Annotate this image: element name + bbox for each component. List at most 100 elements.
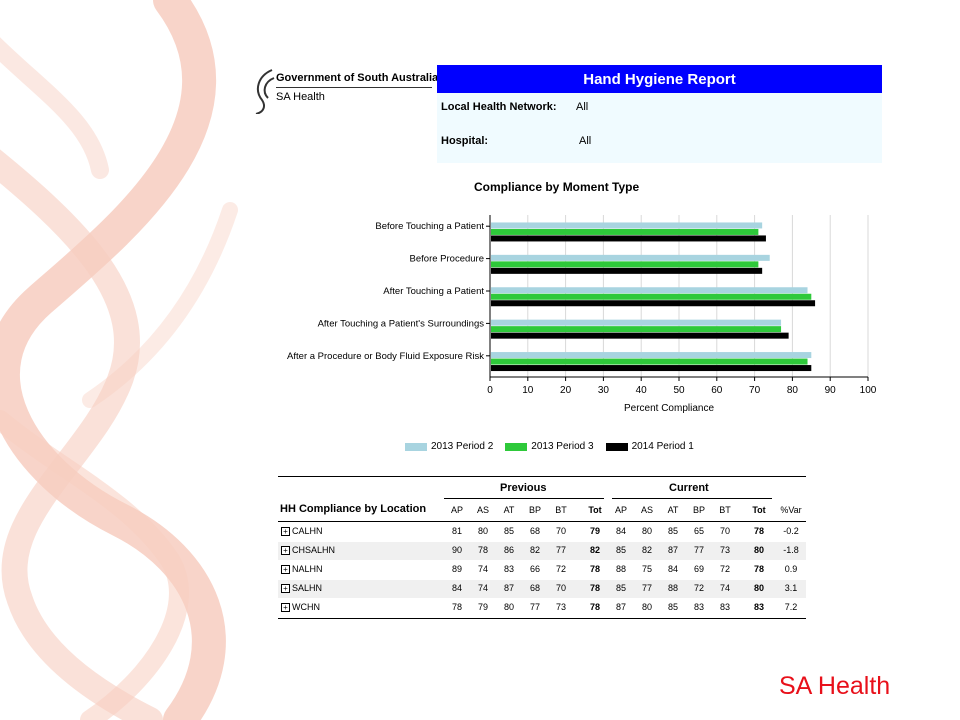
table-cell: 85: [667, 526, 678, 536]
x-tick-label: 100: [860, 385, 877, 396]
x-tick-label: 30: [598, 385, 610, 396]
table-cell: 79: [477, 602, 488, 612]
table-cell: 84: [451, 583, 462, 593]
table-cell: 68: [529, 526, 540, 536]
category-label: After Touching a Patient: [383, 286, 484, 297]
expand-row-icon[interactable]: +: [281, 584, 290, 593]
bar-2013-period-2: [491, 222, 763, 229]
bar-2013-period-2: [491, 352, 812, 359]
table-cell: 83: [693, 602, 704, 612]
table-cell: 78: [589, 583, 600, 593]
expand-row-icon[interactable]: +: [281, 565, 290, 574]
table-cell: 69: [693, 564, 704, 574]
table-cell: 85: [667, 602, 678, 612]
bar-2013-period-3: [491, 228, 759, 235]
column-header: AS: [476, 505, 489, 515]
table-cell: 86: [503, 545, 514, 555]
bar-2013-period-3: [491, 261, 759, 268]
expand-row-icon[interactable]: +: [281, 527, 290, 536]
table-cell: 75: [641, 564, 652, 574]
category-label: Before Touching a Patient: [375, 221, 484, 232]
table-cell: 77: [529, 602, 540, 612]
table-cell: 66: [529, 564, 540, 574]
table-cell: 80: [753, 583, 764, 593]
row-location-name: CALHN: [292, 526, 323, 536]
x-tick-label: 40: [636, 385, 648, 396]
bar-2014-period-1: [491, 235, 766, 242]
table-cell: 77: [693, 545, 704, 555]
bar-2014-period-1: [491, 332, 789, 339]
table-cell: 82: [589, 545, 600, 555]
table-cell: 82: [529, 545, 540, 555]
table-cell: 74: [477, 583, 488, 593]
table-cell: 83: [753, 602, 764, 612]
hospital-value: All: [579, 135, 592, 147]
table-cell: 78: [589, 602, 600, 612]
bar-2014-period-1: [491, 267, 763, 274]
table-cell: 78: [451, 602, 462, 612]
table-cell: 74: [719, 583, 730, 593]
legend-swatch: [605, 442, 628, 451]
legend-swatch: [405, 442, 427, 451]
table-cell: 78: [477, 545, 488, 555]
table-cell: 85: [615, 545, 626, 555]
table-cell: 73: [719, 545, 730, 555]
category-label: After Touching a Patient's Surroundings: [318, 318, 485, 329]
x-tick-label: 80: [787, 385, 799, 396]
column-header: AT: [503, 505, 515, 515]
bar-2013-period-3: [491, 326, 782, 333]
legend-swatch: [505, 442, 528, 451]
table-cell: 88: [667, 583, 678, 593]
table-cell: 78: [589, 564, 600, 574]
table-cell: 0.9: [784, 564, 798, 574]
table-cell: 80: [753, 545, 764, 555]
category-label: Before Procedure: [410, 254, 484, 265]
column-header: AP: [614, 505, 627, 515]
table-cell: 84: [615, 526, 626, 536]
table-cell: 87: [667, 545, 678, 555]
compliance-bar-chart: 0 10 20 30 40 50 60 70 80 90 100 Percent Compliance…: [287, 215, 877, 414]
table-cell: 80: [641, 602, 652, 612]
column-header: BT: [555, 505, 567, 515]
bar-2014-period-1: [491, 300, 816, 307]
x-tick-label: 90: [825, 385, 837, 396]
table-row: + SALHN 84 74 87 68 70 78 85 77 88 72 74 80 3.1: [278, 580, 806, 598]
column-header: BP: [528, 505, 541, 515]
table-row: + WCHN 78 79 80 77 73 78 87 80 85 83 83 83 7.2: [278, 599, 806, 617]
table-row: + CALHN 81 80 85 68 70 79 84 80 85 65 70 78 -0.2: [278, 523, 806, 541]
bar-2014-period-1: [491, 365, 812, 372]
table-cell: 80: [503, 602, 514, 612]
table-cell: 89: [451, 564, 462, 574]
table-cell: 72: [693, 583, 704, 593]
table-cell: 85: [615, 583, 626, 593]
table-cell: 70: [555, 583, 566, 593]
row-location-name: CHSALHN: [292, 545, 336, 555]
bar-2013-period-2: [491, 287, 808, 294]
table-title: HH Compliance by Location: [280, 503, 427, 515]
column-header: AP: [450, 505, 463, 515]
table-cell: 65: [693, 526, 704, 536]
expand-row-icon[interactable]: +: [281, 546, 290, 555]
table-cell: 80: [477, 526, 488, 536]
legend-label: 2013 Period 2: [431, 441, 494, 452]
column-header: BP: [692, 505, 705, 515]
table-cell: 78: [753, 526, 764, 536]
x-axis-label: Percent Compliance: [624, 403, 714, 414]
expand-row-icon[interactable]: +: [281, 603, 290, 612]
table-cell: 72: [555, 564, 566, 574]
table-cell: 70: [719, 526, 730, 536]
table-cell: 82: [641, 545, 652, 555]
chart-title: Compliance by Moment Type: [474, 180, 640, 194]
x-tick-label: 70: [749, 385, 761, 396]
column-header: Tot: [588, 505, 602, 515]
table-cell: 79: [589, 526, 600, 536]
table-cell: 7.2: [784, 602, 798, 612]
table-cell: 80: [641, 526, 652, 536]
category-label: After a Procedure or Body Fluid Exposure…: [287, 351, 484, 362]
sa-government-logo-icon: [255, 69, 275, 114]
table-cell: 88: [615, 564, 626, 574]
current-group-header: Current: [669, 482, 709, 494]
table-cell: 85: [503, 526, 514, 536]
table-cell: 77: [555, 545, 566, 555]
table-cell: 83: [503, 564, 514, 574]
